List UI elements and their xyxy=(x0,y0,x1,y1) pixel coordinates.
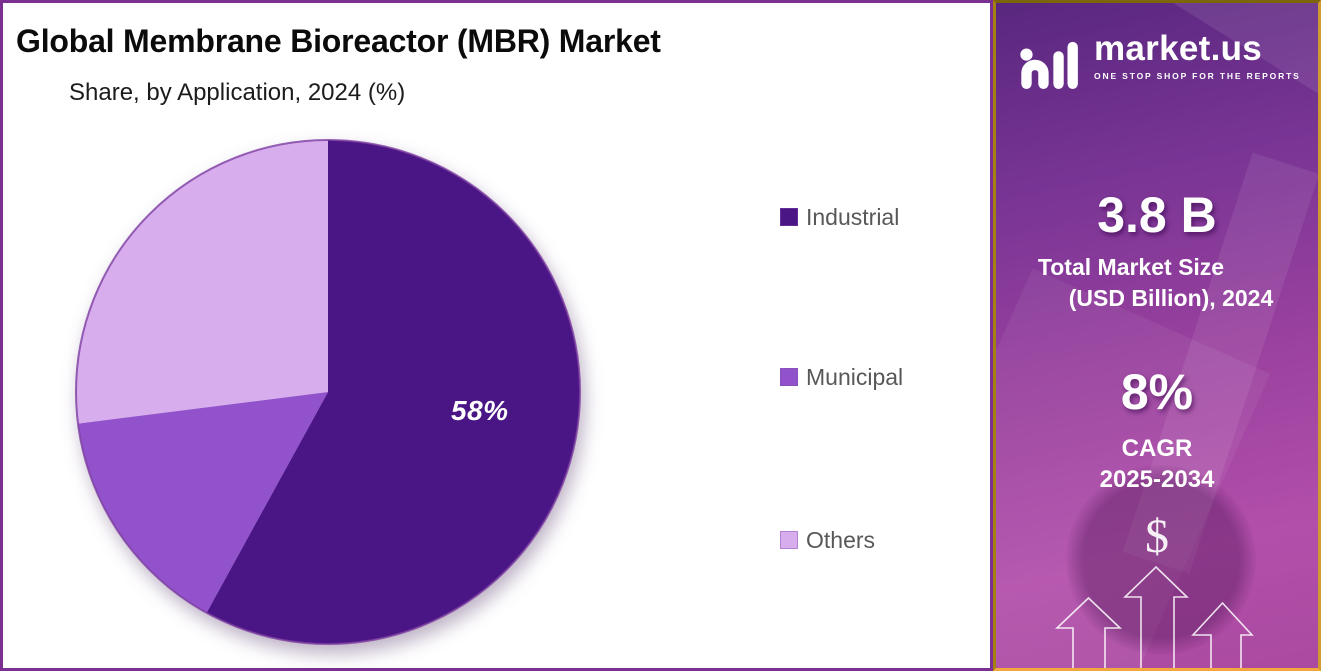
pie-outline xyxy=(75,139,581,645)
dollar-symbol: $ xyxy=(1145,510,1169,563)
legend-label-industrial: Industrial xyxy=(806,203,900,230)
cagr-label: CAGR 2025-2034 xyxy=(996,433,1318,495)
legend-item-industrial: Industrial xyxy=(780,204,899,230)
legend-swatch-municipal xyxy=(780,368,798,386)
legend-item-others: Others xyxy=(780,527,875,553)
legend-item-municipal: Municipal xyxy=(780,364,903,390)
pie-slice-others xyxy=(76,140,328,424)
legend-swatch-industrial xyxy=(780,208,798,226)
pie-slice-municipal xyxy=(77,392,329,613)
marketus-logo: market.us ONE STOP SHOP FOR THE REPORTS xyxy=(1018,29,1301,93)
cagr-label-line1: CAGR xyxy=(1121,435,1193,462)
chart-panel: Global Membrane Bioreactor (MBR) Market … xyxy=(0,0,993,671)
brand-sidebar: market.us ONE STOP SHOP FOR THE REPORTS … xyxy=(993,0,1321,671)
marketus-logo-icon xyxy=(1020,41,1078,89)
brand-name: market.us xyxy=(1094,29,1263,68)
cagr-value: 8% xyxy=(1120,364,1194,420)
legend-label-others: Others xyxy=(806,526,876,553)
brand-text-block: market.us ONE STOP SHOP FOR THE REPORTS xyxy=(1094,29,1301,81)
growth-arrows-icon xyxy=(1055,565,1254,668)
total-market-size-label-line2: (USD Billion), 2024 xyxy=(1068,285,1274,312)
pie-chart xyxy=(75,139,581,645)
chart-subtitle: Share, by Application, 2024 (%) xyxy=(69,79,406,106)
pie-slice-industrial xyxy=(206,140,581,644)
legend-label-municipal: Municipal xyxy=(806,363,904,390)
legend-swatch-others xyxy=(780,531,798,549)
cagr-label-line2: 2025-2034 xyxy=(1099,466,1215,494)
pie-slice-label: 58% xyxy=(451,395,509,426)
total-market-size-value: 3.8 B xyxy=(1097,187,1217,243)
total-market-size-label: Total Market Size (USD Billion), 2024 xyxy=(996,252,1318,314)
total-market-size-label-line1: Total Market Size xyxy=(1037,254,1225,280)
brand-tagline: ONE STOP SHOP FOR THE REPORTS xyxy=(1094,70,1301,81)
page-title: Global Membrane Bioreactor (MBR) Market xyxy=(16,23,661,59)
